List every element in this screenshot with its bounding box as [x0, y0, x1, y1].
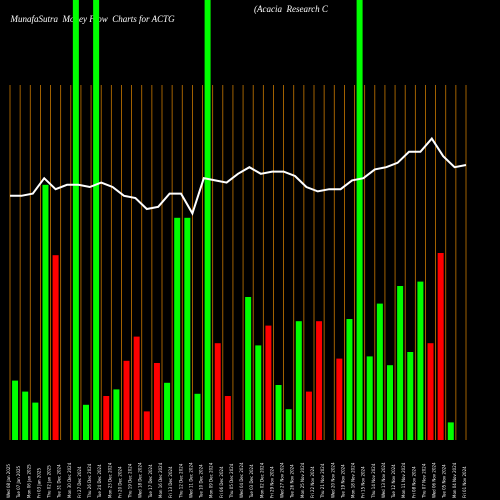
x-tick-label: Thu 26 Dec 2024: [87, 463, 92, 499]
money-flow-bar: [214, 343, 221, 440]
money-flow-bar: [12, 380, 19, 440]
money-flow-bar: [22, 391, 29, 440]
money-flow-bar: [285, 409, 292, 440]
money-flow-bar: [83, 404, 89, 440]
x-tick-label: Fri 29 Nov 2024: [269, 466, 274, 498]
x-tick-label: Thu 05 Dec 2024: [229, 463, 234, 499]
x-tick-label: Tue 17 Dec 2024: [148, 464, 153, 499]
money-flow-bar: [113, 389, 120, 440]
x-tick-label: Tue 19 Nov 2024: [340, 464, 345, 499]
money-flow-bar: [255, 345, 262, 440]
x-tick-label: Fri 03 Jan 2025: [36, 468, 41, 498]
money-flow-bar: [93, 0, 100, 440]
x-tick-label: Mon 16 Dec 2024: [158, 462, 163, 498]
x-tick-label: Fri 20 Dec 2024: [117, 466, 122, 498]
money-flow-bar: [275, 385, 282, 440]
money-flow-bar: [123, 360, 130, 440]
money-flow-bar: [336, 358, 343, 440]
money-flow-bar: [407, 352, 414, 440]
x-tick-label: Fri 08 Nov 2024: [411, 466, 416, 498]
x-tick-label: Wed 18 Dec 2024: [138, 462, 143, 498]
x-tick-label: Wed 08 Jan 2025: [6, 464, 11, 498]
x-tick-label: Mon 11 Nov 2024: [401, 462, 406, 498]
x-tick-label: Thu 19 Dec 2024: [128, 463, 133, 499]
x-tick-label: Tue 26 Nov 2024: [290, 464, 295, 499]
money-flow-bar: [204, 0, 211, 440]
x-tick-label: Wed 27 Nov 2024: [280, 462, 285, 498]
x-tick-label: Wed 04 Dec 2024: [239, 462, 244, 498]
x-tick-label: Wed 20 Nov 2024: [330, 462, 335, 498]
money-flow-bar: [184, 217, 191, 440]
x-tick-label: Mon 30 Dec 2024: [67, 462, 72, 498]
money-flow-bar: [316, 321, 323, 440]
chart-title-right: (Acacia Research C: [254, 4, 328, 14]
x-tick-label: Mon 06 Jan 2025: [26, 464, 31, 498]
x-tick-label: Fri 27 Dec 2024: [77, 466, 82, 498]
money-flow-bar: [427, 343, 434, 440]
x-tick-label: Fri 13 Dec 2024: [168, 466, 173, 498]
money-flow-bar: [366, 356, 373, 440]
x-tick-label: Mon 25 Nov 2024: [300, 462, 305, 498]
x-tick-label: Tue 24 Dec 2024: [97, 464, 102, 499]
x-tick-label: Thu 02 Jan 2025: [47, 465, 52, 499]
money-flow-bar: [447, 422, 454, 440]
money-flow-bar: [174, 217, 181, 440]
money-flow-bar: [397, 286, 404, 440]
money-flow-bar: [72, 0, 79, 440]
x-tick-label: Mon 18 Nov 2024: [351, 462, 356, 498]
x-tick-label: Mon 09 Dec 2024: [209, 462, 214, 498]
money-flow-bar: [346, 319, 353, 440]
money-flow-bar: [387, 365, 393, 440]
money-flow-bar: [356, 0, 363, 440]
money-flow-bar: [376, 303, 383, 440]
x-tick-label: Fri 01 Nov 2024: [462, 466, 467, 498]
x-tick-label: Tue 05 Nov 2024: [442, 464, 447, 499]
x-tick-label: Tue 10 Dec 2024: [199, 464, 204, 499]
money-flow-bar: [52, 255, 59, 440]
money-flow-bar: [295, 321, 302, 440]
x-tick-label: Mon 23 Dec 2024: [107, 462, 112, 498]
money-flow-bar: [42, 184, 49, 440]
x-tick-label: Mon 02 Dec 2024: [259, 462, 264, 498]
x-tick-label: Tue 03 Dec 2024: [249, 464, 254, 499]
x-tick-label: Fri 06 Dec 2024: [219, 466, 224, 498]
money-flow-bar: [143, 411, 150, 440]
money-flow-bar: [164, 382, 171, 440]
money-flow-bar: [417, 281, 424, 440]
money-flow-bar: [153, 363, 160, 440]
x-tick-label: Wed 06 Nov 2024: [432, 462, 437, 498]
money-flow-bar: [32, 402, 39, 440]
money-flow-bar: [245, 297, 252, 440]
x-tick-label: Thu 12 Dec 2024: [178, 463, 183, 499]
x-tick-label: Fri 22 Nov 2024: [310, 466, 315, 498]
money-flow-bar: [194, 393, 201, 440]
x-tick-label: Mon 04 Nov 2024: [452, 462, 457, 498]
price-line: [10, 136, 467, 216]
x-tick-label: Thu 14 Nov 2024: [371, 463, 376, 499]
money-flow-bar: [133, 336, 140, 440]
money-flow-bar: [437, 253, 444, 440]
x-tick-label: Wed 11 Dec 2024: [188, 462, 193, 498]
money-flow-bar: [265, 325, 272, 440]
x-tick-label: Fri 15 Nov 2024: [361, 466, 366, 498]
x-tick-label: Tue 31 Dec 2024: [57, 464, 62, 499]
x-tick-label: Tue 07 Jan 2025: [16, 465, 21, 499]
money-flow-bar: [224, 396, 231, 440]
money-flow-bar: [305, 391, 312, 440]
x-tick-label: Thu 21 Nov 2024: [320, 463, 325, 499]
x-tick-label: Wed 13 Nov 2024: [381, 462, 386, 498]
x-tick-label: Tue 12 Nov 2024: [391, 464, 396, 499]
x-tick-label: Thu 07 Nov 2024: [421, 463, 426, 499]
money-flow-bar: [103, 396, 110, 440]
